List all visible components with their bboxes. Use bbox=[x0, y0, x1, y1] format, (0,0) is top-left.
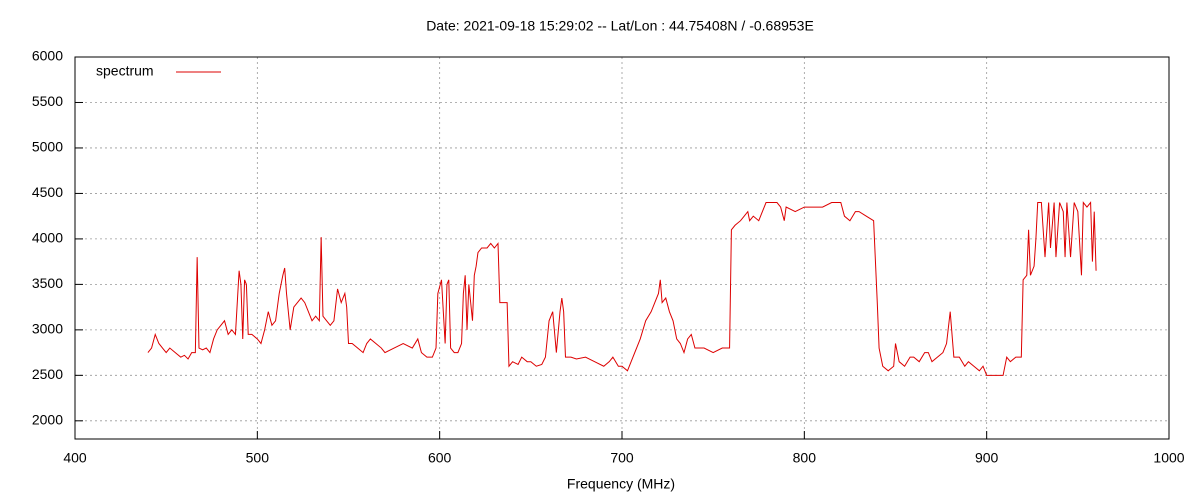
y-tick-label: 2000 bbox=[32, 412, 63, 428]
y-tick-label: 3500 bbox=[32, 275, 63, 291]
y-tick-label: 4000 bbox=[32, 230, 63, 246]
legend-label: spectrum bbox=[96, 63, 154, 79]
x-axis-label: Frequency (MHz) bbox=[567, 476, 675, 492]
y-tick-label: 5500 bbox=[32, 93, 63, 109]
y-tick-label: 2500 bbox=[32, 366, 63, 382]
y-tick-label: 6000 bbox=[32, 48, 63, 64]
spectrum-line bbox=[147, 201, 1097, 376]
x-tick-label: 500 bbox=[246, 450, 270, 466]
x-tick-label: 700 bbox=[610, 450, 634, 466]
x-tick-label: 1000 bbox=[1153, 450, 1184, 466]
chart-title: Date: 2021-09-18 15:29:02 -- Lat/Lon : 4… bbox=[426, 18, 814, 34]
x-tick-label: 400 bbox=[63, 450, 87, 466]
x-tick-label: 600 bbox=[428, 450, 452, 466]
y-tick-label: 4500 bbox=[32, 184, 63, 200]
x-tick-label: 800 bbox=[793, 450, 817, 466]
x-tick-label: 900 bbox=[975, 450, 999, 466]
y-tick-label: 3000 bbox=[32, 321, 63, 337]
plot-border bbox=[74, 56, 1170, 440]
y-tick-label: 5000 bbox=[32, 139, 63, 155]
